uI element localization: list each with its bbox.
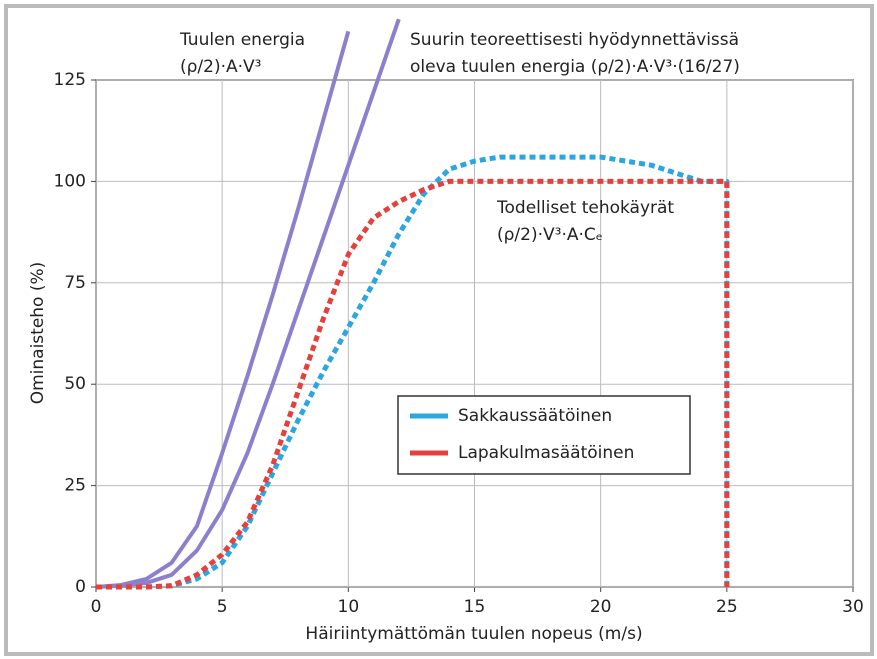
y-tick-label: 50 [64,374,86,394]
x-tick-label: 25 [716,597,738,617]
legend-box [397,395,691,475]
annotation: (ρ/2)·V³·A·Cₑ [497,225,603,245]
x-tick-label: 0 [91,597,102,617]
y-tick-label: 25 [64,476,86,496]
series-line [95,18,401,589]
y-tick-label: 100 [54,171,86,191]
x-tick-label: 20 [590,597,612,617]
annotation: Suurin teoreettisesti hyödynnettävissä [410,30,739,50]
annotation: (ρ/2)·A·V³ [180,57,261,77]
x-tick-label: 5 [217,597,228,617]
y-axis-label: Ominaisteho (%) [28,262,48,405]
annotation: oleva tuulen energia (ρ/2)·A·V³·(16/27) [410,57,740,77]
x-tick-label: 10 [338,597,360,617]
annotation: Todelliset tehokäyrät [496,198,674,218]
annotation: Tuulen energia [179,30,305,50]
legend-label: Sakkaussäätöinen [458,406,612,426]
x-axis-label: Häiriintymättömän tuulen nopeus (m/s) [305,624,642,644]
series-line [96,154,730,590]
y-tick-label: 0 [75,577,86,597]
y-tick-label: 75 [64,273,86,293]
series-line [96,178,730,590]
x-tick-label: 30 [842,597,864,617]
y-tick-label: 125 [54,70,86,90]
legend-label: Lapakulmasäätöinen [458,443,634,463]
series-line [95,30,351,589]
x-tick-label: 15 [464,597,486,617]
